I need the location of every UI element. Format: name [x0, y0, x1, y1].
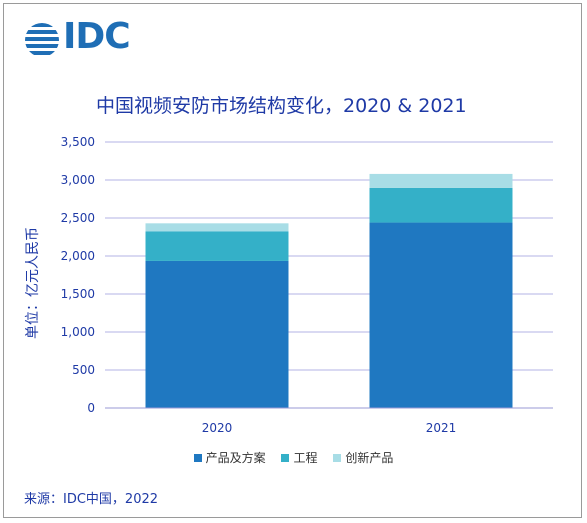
legend-swatch-products: [193, 454, 202, 462]
y-tick-label: 1,500: [61, 287, 95, 301]
legend-swatch-engineering: [281, 454, 290, 462]
y-tick-label: 1,000: [61, 325, 95, 339]
logo-text: IDC: [63, 16, 131, 57]
legend-label-innovation: 创新产品: [345, 451, 394, 465]
legend-label-products: 产品及方案: [205, 451, 266, 465]
y-tick-label: 3,000: [61, 173, 95, 187]
legend-label-engineering: 工程: [293, 451, 318, 465]
legend-item-innovation: 创新产品: [333, 449, 393, 466]
legend-item-engineering: 工程: [281, 449, 318, 466]
bar-segment: [145, 260, 289, 408]
source-note: 来源：IDC中国，2022: [24, 492, 159, 507]
legend: 产品及方案 工程 创新产品: [0, 449, 587, 466]
bar-segment: [145, 231, 289, 261]
y-tick-label: 3,500: [61, 135, 95, 149]
bar-segment: [369, 187, 513, 223]
bar-segment: [369, 173, 513, 188]
y-tick-label: 0: [87, 401, 95, 415]
legend-swatch-innovation: [333, 454, 342, 462]
x-tick-label: 2020: [202, 421, 233, 435]
y-tick-label: 2,000: [61, 249, 95, 263]
idc-logo-globe-icon: [25, 23, 59, 55]
x-tick-label: 2021: [426, 421, 457, 435]
bar-segment: [145, 223, 289, 232]
y-tick-label: 500: [72, 363, 95, 377]
chart-title: 中国视频安防市场结构变化，2020 & 2021: [96, 95, 467, 117]
y-tick-label: 2,500: [61, 211, 95, 225]
bar-segment: [369, 222, 513, 408]
legend-item-products: 产品及方案: [193, 449, 266, 466]
